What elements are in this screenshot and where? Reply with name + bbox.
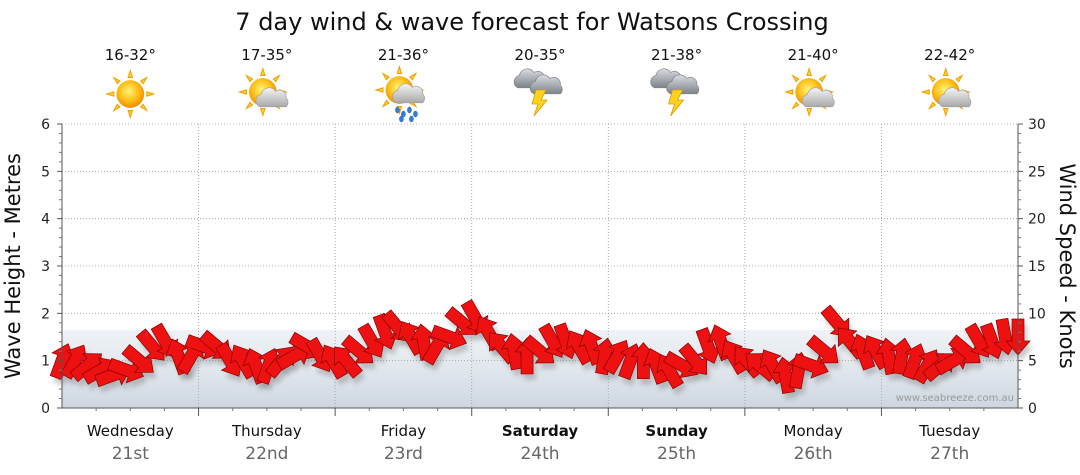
- day-date-label: 25th: [657, 444, 696, 464]
- wind-arrow: [121, 344, 154, 373]
- right-tick-label: 5: [1028, 354, 1037, 370]
- wind-arrow: [912, 349, 941, 385]
- y-right-axis-title: Wind Speed - Knots: [1055, 163, 1079, 368]
- day-name-label: Sunday: [645, 422, 708, 440]
- partly-cloudy-icon: [921, 68, 972, 116]
- credit-text: www.seabreeze.com.au: [896, 393, 1014, 404]
- x-labels: Wednesday 21st Thursday 22nd Friday 23rd Satur…: [87, 408, 985, 464]
- day-temp-label: 21-36°: [378, 46, 429, 64]
- day-name-label: Monday: [784, 422, 843, 440]
- day-date-label: 23rd: [384, 444, 423, 464]
- wind-series: [49, 299, 1033, 400]
- right-tick-label: 25: [1028, 164, 1046, 180]
- right-tick-label: 0: [1028, 401, 1037, 417]
- plot-area: www.seabreeze.com.au: [49, 123, 1033, 408]
- wind-arrow: [521, 334, 555, 364]
- axes: 0 1 2 3 4 5 6 0 5 10 15 20 25 30 Wednesday 21st Thursd…: [41, 117, 1046, 464]
- left-tick-label: 0: [41, 401, 50, 417]
- day-name-label: Tuesday: [918, 422, 980, 440]
- thunderstorm-icon: [650, 68, 700, 117]
- day-header: 16-32° 17-35° 21-36° 20-35° 21-38° 21-40° 22-4…: [105, 46, 975, 123]
- left-tick-label: 4: [41, 212, 50, 228]
- day-temp-label: 21-40°: [788, 46, 839, 64]
- day-name-label: Thursday: [231, 422, 302, 440]
- left-tick-label: 6: [41, 117, 50, 133]
- day-temp-label: 20-35°: [514, 46, 565, 64]
- sunny-icon: [106, 70, 155, 118]
- thunderstorm-icon: [513, 68, 563, 117]
- left-tick-label: 3: [41, 259, 50, 275]
- right-ticks: 0 5 10 15 20 25 30: [1018, 117, 1046, 417]
- left-ticks: 0 1 2 3 4 5 6: [41, 117, 62, 417]
- wind-arrow: [948, 334, 981, 364]
- day-temp-label: 16-32°: [105, 46, 156, 64]
- wind-arrow: [340, 334, 374, 364]
- right-tick-label: 20: [1028, 212, 1046, 228]
- day-date-label: 26th: [794, 444, 833, 464]
- partly-cloudy-icon: [238, 68, 289, 116]
- wind-arrow: [334, 346, 363, 379]
- day-date-label: 21st: [112, 444, 149, 464]
- wind-arrow: [69, 353, 103, 383]
- day-temp-label: 21-38°: [651, 46, 702, 64]
- chart-title: 7 day wind & wave forecast for Watsons C…: [235, 8, 828, 36]
- right-tick-label: 10: [1028, 306, 1046, 322]
- day-name-label: Saturday: [502, 422, 579, 440]
- day-temp-label: 17-35°: [241, 46, 292, 64]
- right-tick-label: 30: [1028, 117, 1046, 133]
- left-tick-label: 2: [41, 306, 50, 322]
- wind-arrow: [372, 312, 399, 350]
- left-tick-label: 1: [41, 354, 50, 370]
- wind-arrow: [791, 353, 829, 379]
- day-date-label: 27th: [930, 444, 969, 464]
- wind-arrow: [430, 324, 467, 351]
- wind-arrow: [678, 342, 708, 375]
- day-date-label: 24th: [520, 444, 559, 464]
- left-tick-label: 5: [41, 164, 50, 180]
- partly-cloudy-icon: [785, 68, 835, 116]
- day-date-label: 22nd: [245, 444, 288, 464]
- day-name-label: Wednesday: [87, 422, 174, 440]
- wind-arrow: [806, 334, 839, 364]
- partly-cloudy-rain-icon: [375, 66, 425, 123]
- wind-arrow: [695, 327, 722, 364]
- right-tick-label: 15: [1028, 259, 1046, 275]
- day-temp-label: 22-42°: [924, 46, 975, 64]
- y-left-axis-title: Wave Height - Metres: [1, 153, 25, 379]
- day-name-label: Friday: [381, 422, 427, 440]
